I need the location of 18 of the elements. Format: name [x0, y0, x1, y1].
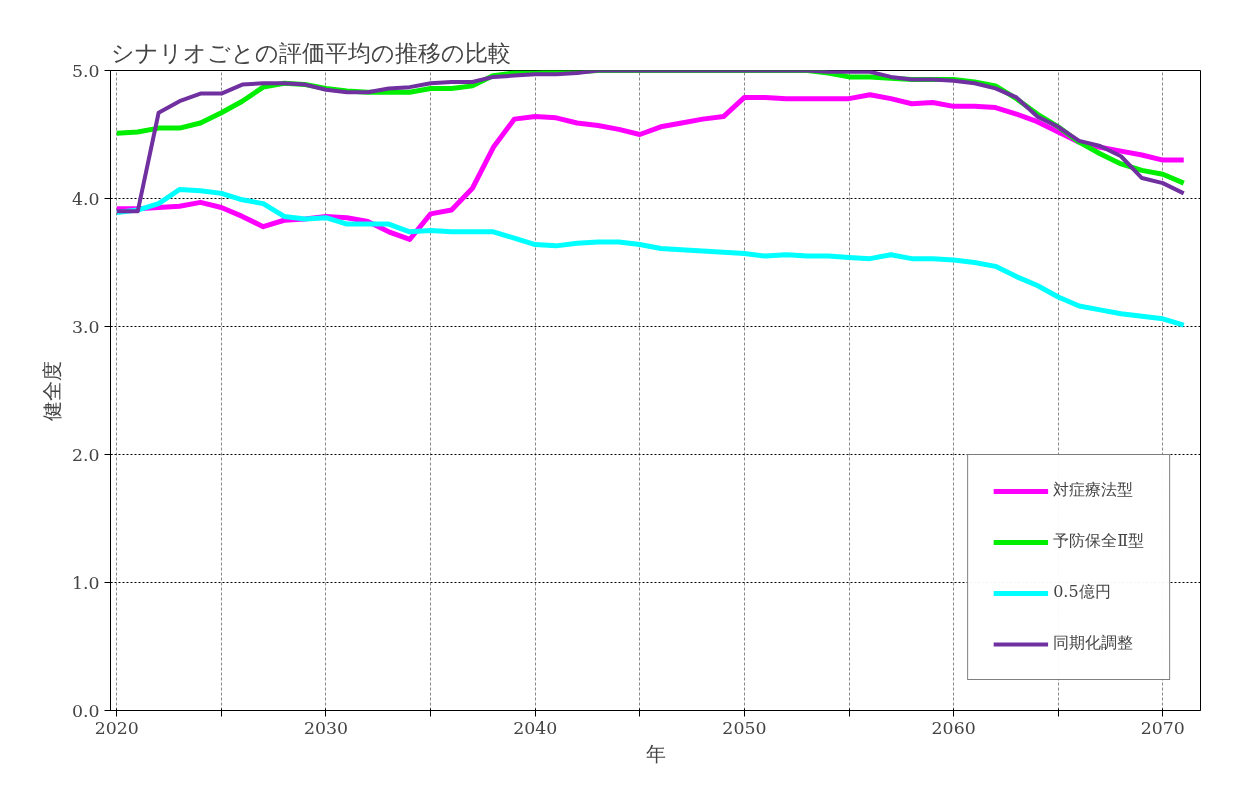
x-tick-label: 2060 [931, 717, 976, 738]
x-tick-label: 2040 [513, 717, 558, 738]
y-tick-label: 4.0 [71, 188, 100, 209]
x-tick-label: 2070 [1140, 717, 1185, 738]
x-tick-label: 2030 [303, 717, 349, 738]
y-tick-label: 2.0 [71, 444, 100, 465]
legend-label: 同期化調整 [1053, 633, 1134, 654]
y-tick-label: 5.0 [71, 60, 100, 81]
y-tick-label: 1.0 [71, 572, 100, 593]
x-tick-label: 2050 [722, 717, 767, 738]
legend-label: 0.5億円 [1053, 582, 1111, 603]
y-axis-title: 健全度 [39, 360, 64, 421]
y-tick-label: 3.0 [71, 316, 100, 337]
legend-label: 予防保全Ⅱ型 [1053, 531, 1144, 552]
legend-label: 対症療法型 [1053, 480, 1134, 501]
line-series [114, 70, 1186, 214]
chart-title: シナリオごとの評価平均の推移の比較 [110, 39, 511, 66]
x-axis-title: 年 [645, 741, 666, 766]
